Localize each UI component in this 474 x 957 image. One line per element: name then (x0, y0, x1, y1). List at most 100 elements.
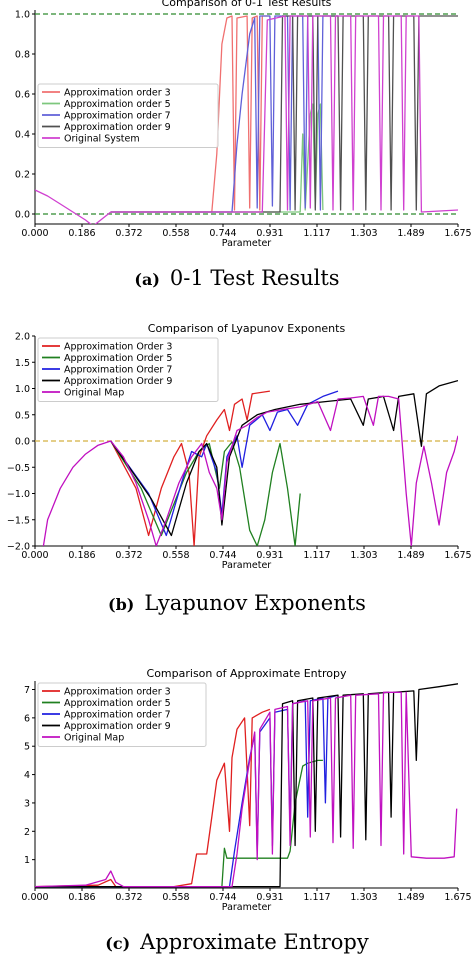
legend-label: Approximation order 3 (64, 687, 171, 698)
x-tick-label: 1.117 (303, 228, 330, 239)
series-line (110, 15, 458, 213)
x-tick-label: 0.931 (256, 550, 283, 561)
legend-label: Approximation order 9 (64, 721, 171, 732)
x-tick-label: 0.186 (68, 550, 95, 561)
x-tick-label: 1.489 (397, 892, 424, 903)
x-tick-label: 0.000 (21, 892, 48, 903)
x-tick-label: 0.558 (162, 892, 189, 903)
legend-label: Original Map (64, 388, 124, 399)
series-line (35, 691, 458, 888)
x-tick-label: 1.675 (444, 892, 471, 903)
x-tick-label: 0.558 (162, 228, 189, 239)
y-tick-label: 2 (24, 827, 30, 838)
x-tick-label: 1.303 (350, 892, 377, 903)
y-tick-label: 0.2 (15, 170, 30, 181)
caption-b: (b) Lyapunov Exponents (0, 591, 474, 615)
x-tick-label: 1.303 (350, 228, 377, 239)
x-tick-label: 1.489 (397, 228, 424, 239)
x-tick-label: 1.117 (303, 550, 330, 561)
legend-label: Approximation order 5 (64, 99, 171, 110)
y-tick-label: −1.5 (7, 515, 30, 526)
x-tick-label: 0.931 (256, 892, 283, 903)
series-line (35, 683, 458, 888)
x-tick-label: 1.117 (303, 892, 330, 903)
y-tick-label: 7 (24, 685, 30, 696)
x-tick-label: 0.372 (115, 550, 142, 561)
y-tick-label: 1.0 (15, 384, 30, 395)
y-tick-label: 3 (24, 798, 30, 809)
x-axis-label: Parameter (222, 902, 272, 913)
legend-label: Original Map (64, 733, 124, 744)
chart-panel-zero-one: Comparison of 0-1 Test Results 0.000 0.186… (0, 0, 474, 270)
y-tick-label: 1 (24, 855, 30, 866)
y-tick-label: 0.6 (15, 90, 30, 101)
lyapunov-chart: Comparison of Lyapunov Exponents 0.000 0.1… (7, 322, 472, 571)
legend-box (37, 337, 219, 402)
caption-text: 0-1 Test Results (169, 266, 340, 290)
x-tick-label: 0.744 (209, 228, 236, 239)
x-tick-label: 0.000 (21, 228, 48, 239)
chart-panel-apen: Comparison of Approximate Entropy 0.000 0.… (0, 654, 474, 924)
y-tick-label: 0.5 (15, 410, 30, 421)
y-tick-label: 6 (24, 713, 30, 724)
x-tick-label: 1.675 (444, 228, 471, 239)
series-line (110, 390, 339, 537)
x-tick-label: 0.186 (68, 228, 95, 239)
caption-tag: (c) (105, 934, 131, 953)
y-tick-label: 0.0 (15, 437, 30, 448)
caption-text: Approximate Entropy (140, 930, 369, 954)
x-tick-label: 0.744 (209, 550, 236, 561)
x-tick-label: 0.744 (209, 892, 236, 903)
y-tick-label: −2.0 (7, 542, 30, 553)
chart-title: Comparison of 0-1 Test Results (162, 0, 332, 9)
caption-a: (a) 0-1 Test Results (0, 266, 474, 290)
y-tick-label: −1.0 (7, 489, 30, 500)
legend-label: Approximation order 3 (64, 88, 171, 99)
legend-label: Approximation order 5 (64, 698, 171, 709)
y-tick-label: 4 (24, 770, 30, 781)
caption-text: Lyapunov Exponents (144, 591, 366, 615)
series-line (42, 395, 458, 546)
legend-label: Approximation order 7 (64, 111, 171, 122)
chart-panel-lyapunov: Comparison of Lyapunov Exponents 0.000 0.1… (0, 316, 474, 586)
x-tick-label: 1.675 (444, 550, 471, 561)
caption-c: (c) Approximate Entropy (0, 930, 474, 954)
x-tick-label: 0.931 (256, 228, 283, 239)
series-line (110, 390, 270, 546)
x-tick-label: 0.558 (162, 550, 189, 561)
x-tick-label: 1.303 (350, 550, 377, 561)
x-tick-label: 0.372 (115, 892, 142, 903)
series-line (35, 15, 458, 224)
x-axis-label: Parameter (222, 238, 272, 249)
x-axis-label: Parameter (222, 560, 272, 571)
legend-label: Approximation Order 5 (64, 353, 172, 364)
y-tick-label: 0.4 (15, 130, 30, 141)
y-tick-label: 0.0 (15, 210, 30, 221)
x-tick-label: 1.489 (397, 550, 424, 561)
series-line (110, 440, 301, 546)
y-tick-label: 5 (24, 742, 30, 753)
chart-title: Comparison of Lyapunov Exponents (148, 322, 346, 335)
y-tick-label: 1.0 (15, 10, 30, 21)
caption-tag: (a) (134, 270, 160, 289)
zero-one-chart: Comparison of 0-1 Test Results 0.000 0.186… (15, 0, 472, 249)
series-line (110, 379, 458, 537)
x-tick-label: 0.186 (68, 892, 95, 903)
y-tick-label: 0.8 (15, 50, 30, 61)
legend-label: Approximation Order 9 (64, 376, 172, 387)
legend-box (37, 83, 219, 148)
y-tick-label: 1.5 (15, 358, 30, 369)
legend-label: Approximation Order 3 (64, 342, 172, 353)
legend-label: Approximation order 7 (64, 710, 171, 721)
chart-title: Comparison of Approximate Entropy (147, 667, 347, 680)
legend-box (37, 682, 207, 747)
x-tick-label: 0.000 (21, 550, 48, 561)
legend-label: Approximation Order 7 (64, 365, 172, 376)
legend-label: Approximation order 9 (64, 122, 171, 133)
y-tick-label: −0.5 (7, 463, 30, 474)
caption-tag: (b) (108, 595, 135, 614)
y-tick-label: 2.0 (15, 332, 30, 343)
apen-chart: Comparison of Approximate Entropy 0.000 0.… (21, 667, 471, 913)
legend-label: Original System (64, 134, 140, 145)
x-tick-label: 0.372 (115, 228, 142, 239)
